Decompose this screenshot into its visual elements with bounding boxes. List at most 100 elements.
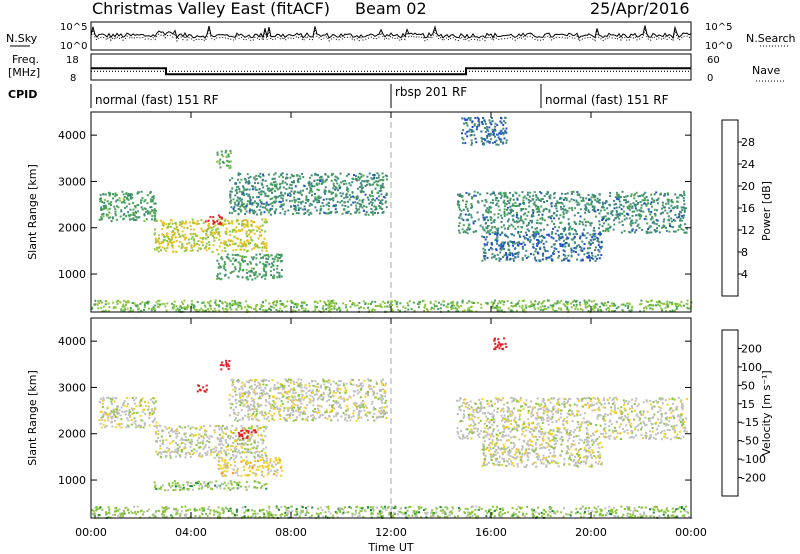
power-cell xyxy=(290,173,293,176)
velocity-cell xyxy=(160,435,163,438)
power-cell xyxy=(627,200,630,203)
power-cell xyxy=(616,197,619,200)
power-cell xyxy=(611,214,614,217)
power-cell xyxy=(377,176,380,179)
power-cell xyxy=(294,201,297,204)
power-cell xyxy=(235,303,238,306)
power-cell xyxy=(458,195,461,197)
power-cell xyxy=(371,204,374,207)
power-cell xyxy=(248,193,251,196)
power-cell xyxy=(667,219,670,222)
velocity-cell xyxy=(324,387,327,390)
velocity-cell xyxy=(127,419,130,422)
power-cell xyxy=(503,224,505,227)
velocity-cell xyxy=(331,407,334,410)
power-cell xyxy=(248,188,251,191)
power-cell xyxy=(631,228,634,231)
velocity-cell xyxy=(252,398,255,401)
power-cell xyxy=(550,202,553,205)
velocity-cell xyxy=(180,450,183,453)
power-cell xyxy=(227,222,230,225)
power-cell xyxy=(293,199,296,201)
power-cell xyxy=(533,231,536,234)
power-cell xyxy=(287,194,289,197)
power-cell xyxy=(638,209,641,212)
velocity-cell xyxy=(219,437,222,440)
power-cell xyxy=(575,230,578,233)
power-cell xyxy=(617,197,620,199)
power-cell xyxy=(584,301,587,304)
velocity-cell xyxy=(366,411,369,414)
power-cell xyxy=(566,308,569,310)
velocity-cell xyxy=(110,417,113,420)
power-cell xyxy=(426,309,429,312)
power-cell xyxy=(364,185,367,187)
power-cell xyxy=(366,183,368,186)
velocity-cell xyxy=(287,380,289,383)
power-cell xyxy=(307,199,310,201)
power-cell xyxy=(525,224,528,227)
velocity-cell xyxy=(157,429,160,432)
power-cell xyxy=(292,180,295,183)
power-cell xyxy=(552,253,555,255)
velocity-cell xyxy=(103,411,106,414)
power-cell xyxy=(237,222,240,225)
velocity-cell xyxy=(244,385,247,388)
power-cell xyxy=(466,219,469,222)
power-cell xyxy=(122,303,125,306)
power-cell xyxy=(110,204,112,207)
power-cell xyxy=(114,208,117,211)
power-cell xyxy=(287,209,290,212)
velocity-cell xyxy=(238,388,241,391)
velocity-cell xyxy=(186,439,189,442)
power-cell xyxy=(358,211,361,214)
power-cell xyxy=(640,215,643,218)
power-cell xyxy=(494,135,496,138)
velocity-cell xyxy=(374,396,377,399)
velocity-cell xyxy=(118,412,120,415)
velocity-cell xyxy=(375,381,378,384)
velocity-cell xyxy=(327,395,330,398)
power-cell xyxy=(396,301,399,304)
velocity-cell xyxy=(110,397,112,400)
velocity-cell xyxy=(277,388,280,391)
power-cell xyxy=(582,199,585,202)
power-cell xyxy=(640,206,643,209)
power-cell xyxy=(278,271,281,274)
power-cell xyxy=(686,299,689,302)
power-cell xyxy=(407,304,410,307)
velocity-cell xyxy=(232,432,235,435)
velocity-cell xyxy=(265,427,267,430)
power-cell xyxy=(498,259,501,262)
power-cell xyxy=(469,306,472,309)
power-cell xyxy=(500,196,502,199)
power-cell xyxy=(348,194,351,197)
velocity-cell xyxy=(286,396,289,399)
power-cell xyxy=(134,212,137,215)
power-cell xyxy=(211,250,214,253)
power-cell xyxy=(554,205,557,208)
power-cell xyxy=(504,121,507,124)
power-cell xyxy=(681,215,684,217)
power-cell xyxy=(619,212,622,215)
power-cell xyxy=(329,308,332,311)
power-cell xyxy=(579,249,582,252)
power-cell xyxy=(212,216,215,219)
power-cell xyxy=(216,275,219,278)
power-cell xyxy=(278,187,281,190)
power-cell xyxy=(262,274,265,277)
power-cell xyxy=(485,236,488,238)
power-cell xyxy=(620,208,623,211)
power-cell xyxy=(343,208,346,211)
power-cell xyxy=(308,213,310,216)
velocity-cell xyxy=(221,437,224,439)
velocity-cell xyxy=(250,434,253,437)
velocity-cell xyxy=(220,426,223,429)
power-cell xyxy=(234,210,237,212)
power-cell xyxy=(464,205,467,208)
velocity-cell xyxy=(249,448,252,451)
power-cell xyxy=(505,141,508,144)
power-cell xyxy=(360,191,363,194)
power-cell xyxy=(564,193,567,195)
power-cell xyxy=(262,174,265,177)
